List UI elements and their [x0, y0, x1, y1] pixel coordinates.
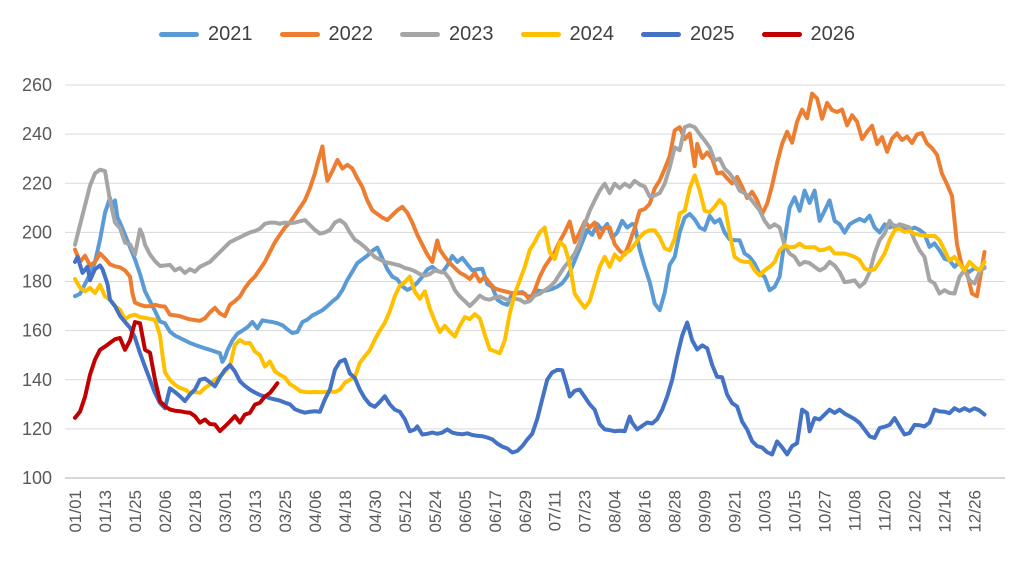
- legend-label-2023: 2023: [449, 23, 494, 45]
- legend-swatch-2023: [400, 31, 440, 37]
- legend-swatch-2024: [520, 31, 561, 37]
- y-tick-label: 100: [22, 468, 52, 488]
- x-tick-label: 09/09: [696, 490, 715, 533]
- x-tick-label: 11/20: [876, 490, 895, 531]
- x-tick-label: 06/29: [516, 490, 535, 533]
- x-tick-label: 07/23: [576, 490, 595, 533]
- legend-swatch-2021: [159, 31, 199, 37]
- series-line-2025: [73, 254, 987, 457]
- legend-label-2026: 2026: [810, 23, 856, 45]
- x-tick-label: 10/03: [756, 490, 775, 533]
- legend-swatch-2025: [641, 31, 681, 37]
- legend-label-2024: 2024: [569, 23, 615, 45]
- x-tick-label: 03/13: [246, 490, 265, 533]
- series-line-2023: [73, 123, 987, 309]
- legend-item-2021: 2021: [159, 24, 253, 44]
- series-line-2026: [73, 320, 280, 434]
- x-tick-label: 08/16: [636, 490, 655, 533]
- x-tick-label: 08/04: [606, 490, 625, 533]
- x-tick-label: 10/27: [816, 490, 835, 533]
- legend-item-2026: 2026: [761, 23, 856, 45]
- legend-item-2022: 2022: [279, 23, 374, 45]
- series-line-2022: [73, 91, 987, 323]
- x-tick-label: 04/18: [336, 490, 355, 533]
- x-tick-label: 08/28: [666, 490, 685, 533]
- legend-item-2023: 2023: [400, 24, 494, 44]
- y-tick-label: 140: [22, 370, 52, 390]
- legend-swatch-2026: [761, 31, 802, 37]
- series-line-2024: [73, 173, 987, 395]
- legend-label-2021: 2021: [208, 23, 253, 45]
- legend-item-2025: 2025: [641, 24, 735, 44]
- x-tick-label: 05/12: [396, 490, 415, 533]
- x-tick-label: 01/25: [126, 490, 145, 533]
- x-tick-label: 03/01: [216, 490, 235, 533]
- x-tick-label: 10/15: [786, 490, 805, 533]
- x-tick-label: 12/14: [936, 490, 955, 533]
- chart-legend: 2021 2022 2023 2024 2025 2026: [0, 24, 1014, 44]
- x-tick-label: 07/11: [546, 490, 565, 531]
- x-tick-label: 03/25: [276, 490, 295, 533]
- y-tick-label: 160: [22, 321, 52, 341]
- x-tick-label: 02/18: [186, 490, 205, 533]
- legend-label-2022: 2022: [328, 23, 374, 45]
- legend-item-2024: 2024: [520, 23, 615, 45]
- x-tick-label: 05/24: [426, 490, 445, 533]
- x-tick-label: 12/02: [906, 490, 925, 533]
- legend-swatch-2022: [279, 31, 320, 37]
- x-tick-label: 11/08: [846, 490, 865, 531]
- y-tick-label: 180: [22, 272, 52, 292]
- x-tick-label: 09/21: [726, 490, 745, 533]
- series-line-2021: [73, 188, 987, 364]
- y-tick-label: 220: [22, 173, 52, 193]
- x-tick-label: 04/30: [366, 490, 385, 533]
- x-tick-label: 06/17: [486, 490, 505, 533]
- x-tick-label: 01/01: [66, 490, 85, 533]
- y-tick-label: 260: [22, 75, 52, 95]
- y-tick-label: 200: [22, 222, 52, 242]
- legend-label-2025: 2025: [690, 23, 735, 45]
- x-tick-label: 04/06: [306, 490, 325, 533]
- x-tick-label: 02/06: [156, 490, 175, 533]
- y-tick-label: 240: [22, 124, 52, 144]
- x-tick-label: 06/05: [456, 490, 475, 533]
- x-tick-label: 01/13: [96, 490, 115, 533]
- y-tick-label: 120: [22, 419, 52, 439]
- x-tick-label: 12/26: [966, 490, 985, 533]
